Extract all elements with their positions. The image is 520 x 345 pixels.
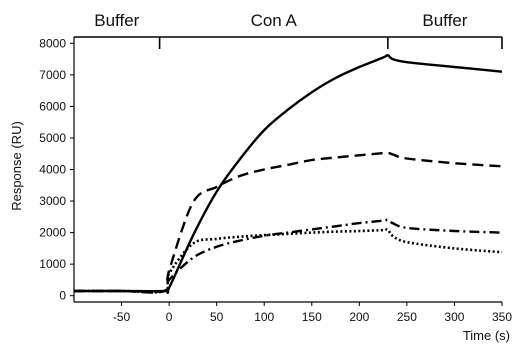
- series-line-dashed: [73, 151, 503, 294]
- x-tick-label: 300: [444, 310, 464, 324]
- x-tick-label: 100: [254, 310, 274, 324]
- x-tick-label: 0: [166, 310, 173, 324]
- y-axis-title: Response (RU): [9, 121, 24, 211]
- y-tick-label: 4000: [39, 163, 66, 177]
- phase-label-0: Buffer: [94, 11, 139, 30]
- y-tick-label: 1000: [39, 257, 66, 271]
- y-axis: 0 1000 2000 3000 4000 5000 6000 7000 8000: [39, 36, 75, 303]
- x-tick-label: 250: [397, 310, 417, 324]
- x-axis-title: Time (s): [463, 328, 510, 343]
- phase-label-2: Buffer: [422, 11, 467, 30]
- x-tick-label: 350: [492, 310, 512, 324]
- y-tick-label: 7000: [39, 68, 66, 82]
- plot-lines: [73, 54, 503, 294]
- y-tick-label: 0: [59, 289, 66, 303]
- y-tick-label: 6000: [39, 99, 66, 113]
- y-tick-label: 8000: [39, 36, 66, 50]
- series-line-dotted: [73, 228, 503, 294]
- y-tick-label: 5000: [39, 131, 66, 145]
- series-line-solid: [73, 54, 503, 294]
- y-tick-label: 2000: [39, 226, 66, 240]
- x-axis: -50 0 50 100 150 200 250 300 350: [74, 301, 512, 324]
- y-tick-label: 3000: [39, 194, 66, 208]
- x-tick-label: 150: [302, 310, 322, 324]
- x-tick-label: -50: [113, 310, 131, 324]
- phase-bar: Buffer Con A Buffer: [74, 11, 503, 49]
- x-tick-label: 50: [210, 310, 224, 324]
- x-tick-label: 200: [349, 310, 369, 324]
- series-line-dashdot: [73, 218, 503, 293]
- phase-label-1: Con A: [251, 11, 298, 30]
